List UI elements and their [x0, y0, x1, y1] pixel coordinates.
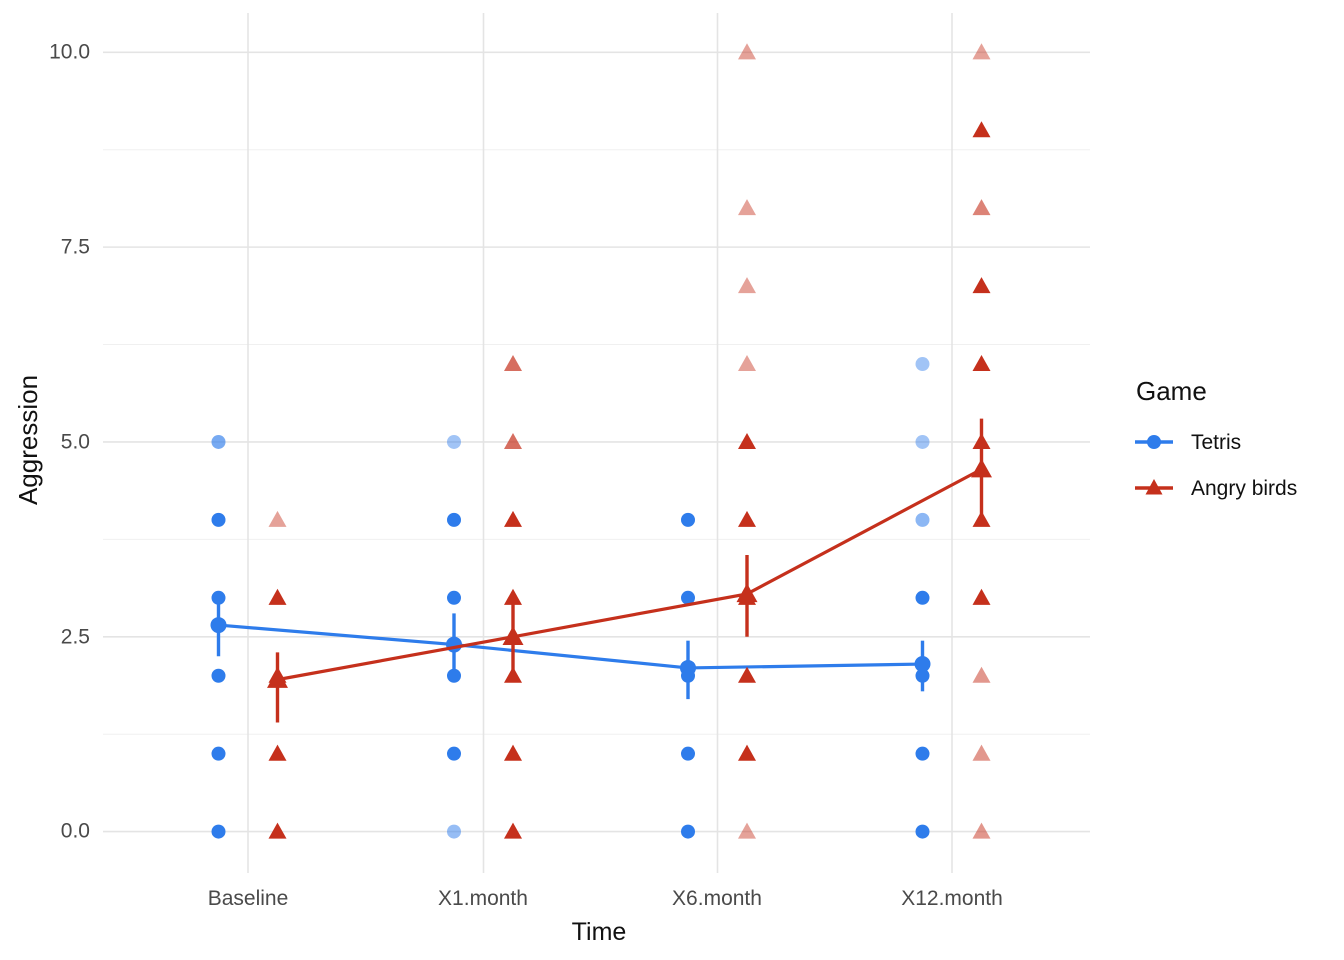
- y-axis-title: Aggression: [13, 374, 43, 506]
- legend-item-tetris: Tetris: [1133, 429, 1297, 455]
- x-axis-title: Time: [571, 918, 627, 946]
- x-tick-label-x1month: X1.month: [438, 887, 528, 910]
- x-tick-label-baseline: Baseline: [207, 887, 289, 910]
- legend-title: Game: [1136, 376, 1207, 406]
- gridlines: [103, 13, 1090, 873]
- y-tick-label-0: 0.0: [60, 819, 90, 843]
- y-tick-label-2.5: 2.5: [60, 625, 90, 649]
- legend-label-angry-birds: Angry birds: [1191, 476, 1298, 500]
- y-tick-label-5: 5.0: [60, 430, 90, 454]
- legend-label-tetris: Tetris: [1191, 430, 1242, 454]
- series-angry-birds: [267, 43, 992, 839]
- tetris-line-circle-icon: [1135, 435, 1173, 449]
- angry-birds-line-triangle-icon: [1135, 479, 1173, 495]
- legend: Game Tetris Angry birds: [1133, 376, 1297, 521]
- y-tick-label-7.5: 7.5: [60, 235, 90, 259]
- x-tick-label-x12month: X12.month: [901, 887, 1003, 910]
- legend-item-angry-birds: Angry birds: [1133, 475, 1297, 501]
- x-tick-label-x6month: X6.month: [672, 887, 762, 910]
- y-tick-label-10: 10.0: [49, 40, 90, 64]
- series-tetris: [210, 357, 931, 839]
